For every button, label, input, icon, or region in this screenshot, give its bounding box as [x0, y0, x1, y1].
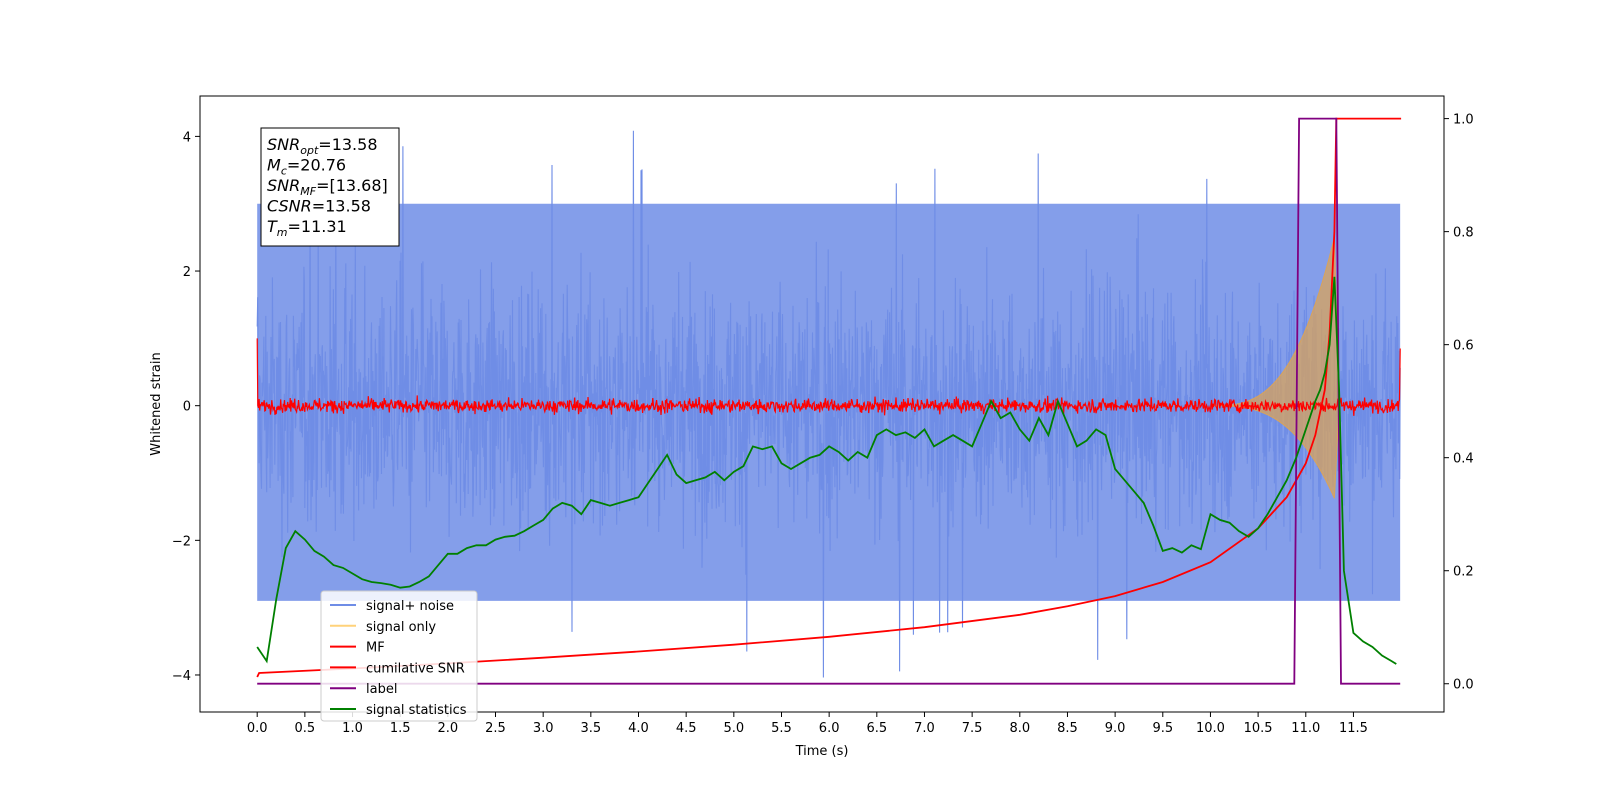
x-tick-label: 7.0	[914, 721, 935, 736]
y2-tick-label: 0.0	[1453, 678, 1474, 693]
x-tick-label: 11.5	[1339, 721, 1368, 736]
x-tick-label: 10.5	[1244, 721, 1273, 736]
legend-label: signal only	[366, 620, 436, 635]
y2-tick-label: 0.2	[1453, 565, 1474, 580]
x-tick-label: 7.5	[962, 721, 983, 736]
y2-tick-label: 0.6	[1453, 339, 1474, 354]
y-tick-label: 0	[183, 400, 191, 415]
annotation-line: CSNR=13.58	[267, 197, 371, 216]
x-tick-label: 9.0	[1105, 721, 1126, 736]
x-axis-label: Time (s)	[795, 744, 849, 759]
y-axis-right: 0.0 0.2 0.4 0.6 0.8 1.0	[1444, 113, 1474, 693]
y2-tick-label: 0.8	[1453, 226, 1474, 241]
y2-tick-label: 1.0	[1453, 113, 1474, 128]
x-tick-label: 11.0	[1291, 721, 1320, 736]
series-cumilative-snr	[256, 117, 1402, 678]
x-tick-label: 1.5	[390, 721, 411, 736]
series-label	[257, 117, 1401, 685]
x-axis: 0.0 0.5 1.0 1.5 2.0 2.5 3.0 3.5 4.0 4.5 5.0 5.5 6.0 6…	[247, 712, 1368, 736]
y-axis-left: −4 −2 0 2 4	[172, 130, 200, 684]
annotation-line: Tm=11.31	[267, 217, 347, 239]
x-tick-label: 2.5	[485, 721, 506, 736]
x-tick-label: 1.0	[342, 721, 363, 736]
x-tick-label: 9.5	[1152, 721, 1173, 736]
series-signal-noise	[256, 130, 1401, 678]
x-tick-label: 5.0	[723, 721, 744, 736]
annotation-line: SNRMF=[13.68]	[267, 176, 388, 198]
legend-label: MF	[366, 641, 385, 656]
x-tick-label: 4.5	[676, 721, 697, 736]
x-tick-label: 0.0	[247, 721, 268, 736]
annotation-line: Mc=20.76	[267, 156, 346, 178]
series-layer	[256, 117, 1402, 685]
y-tick-label: 2	[183, 265, 191, 280]
x-tick-label: 4.0	[628, 721, 649, 736]
y-tick-label: 4	[183, 130, 191, 145]
plot-frame	[199, 95, 1445, 713]
series-signal-statistics	[256, 276, 1397, 665]
y2-tick-label: 0.4	[1453, 452, 1474, 467]
annotation-frame	[260, 127, 400, 247]
x-tick-label: 8.0	[1009, 721, 1030, 736]
x-tick-label: 10.0	[1196, 721, 1225, 736]
legend-frame	[320, 590, 478, 722]
y-axis-label: Whitened strain	[149, 352, 164, 455]
annotation-line: SNRopt=13.58	[267, 135, 378, 157]
y-tick-label: −4	[172, 669, 191, 684]
x-tick-label: 8.5	[1057, 721, 1078, 736]
legend-label: cumilative SNR	[366, 661, 465, 676]
x-tick-label: 6.5	[866, 721, 887, 736]
y-tick-label: −2	[172, 534, 191, 549]
x-tick-label: 0.5	[295, 721, 316, 736]
x-tick-label: 5.5	[771, 721, 792, 736]
legend-label: signal statistics	[366, 703, 467, 718]
x-tick-label: 3.0	[533, 721, 554, 736]
series-mf	[256, 338, 1401, 416]
x-tick-label: 2.0	[438, 721, 459, 736]
annotation-box: SNRopt=13.58Mc=20.76SNRMF=[13.68]CSNR=13…	[260, 127, 400, 247]
legend-label: label	[366, 682, 397, 697]
x-tick-label: 3.5	[580, 721, 601, 736]
legend-label: signal+ noise	[366, 599, 454, 614]
legend: signal+ noise signal only MF cumilative SNR…	[320, 590, 478, 722]
x-tick-label: 6.0	[819, 721, 840, 736]
